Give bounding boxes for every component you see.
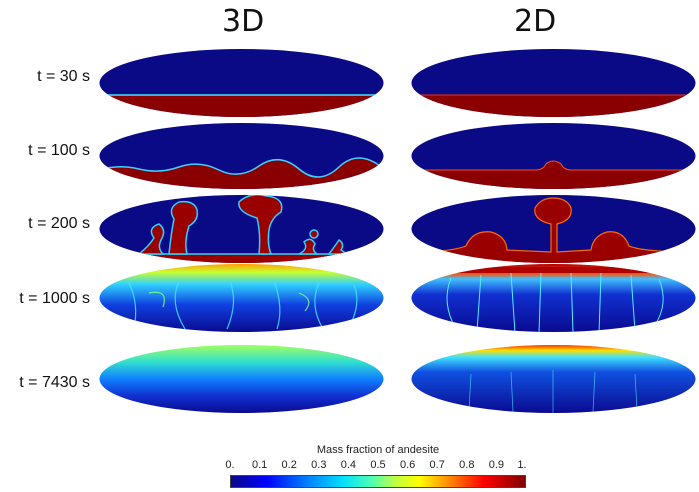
row-label-t200: t = 200 s xyxy=(28,215,90,232)
panel-2d-t1000 xyxy=(411,264,696,332)
column-title-2d: 2D xyxy=(514,4,557,39)
panel-3d-t30 xyxy=(99,49,384,117)
panel-3d-t7430 xyxy=(99,345,384,413)
colorbar-tick: 0.8 xyxy=(459,459,475,471)
colorbar-tick: 0. xyxy=(225,459,235,471)
colorbar-title: Mass fraction of andesite xyxy=(316,444,440,456)
panel-3d-t100 xyxy=(99,123,384,189)
column-title-3d: 3D xyxy=(222,4,265,39)
panel-2d-t7430 xyxy=(411,345,696,413)
row-label-t1000: t = 1000 s xyxy=(19,290,90,307)
row-label-t7430: t = 7430 s xyxy=(19,374,90,391)
row-label-t30: t = 30 s xyxy=(37,68,90,85)
colorbar-tick: 0.1 xyxy=(251,459,268,471)
colorbar-tick: 0.9 xyxy=(488,459,505,471)
colorbar-tick: 0.7 xyxy=(429,459,445,471)
panel-3d-t200 xyxy=(99,195,384,263)
colorbar-tick: 0.5 xyxy=(370,459,386,471)
panel-3d-t1000 xyxy=(99,264,384,332)
colorbar-tick: 0.3 xyxy=(311,459,327,471)
panel-2d-t200 xyxy=(411,195,696,263)
panel-2d-t100 xyxy=(411,123,696,189)
row-label-t100: t = 100 s xyxy=(28,142,90,159)
panel-2d-t30 xyxy=(411,49,696,117)
colorbar-tick: 1. xyxy=(517,459,527,471)
colorbar-tick: 0.4 xyxy=(340,459,357,471)
colorbar xyxy=(230,475,526,488)
colorbar-tick: 0.6 xyxy=(399,459,416,471)
colorbar-tick: 0.2 xyxy=(281,459,297,471)
